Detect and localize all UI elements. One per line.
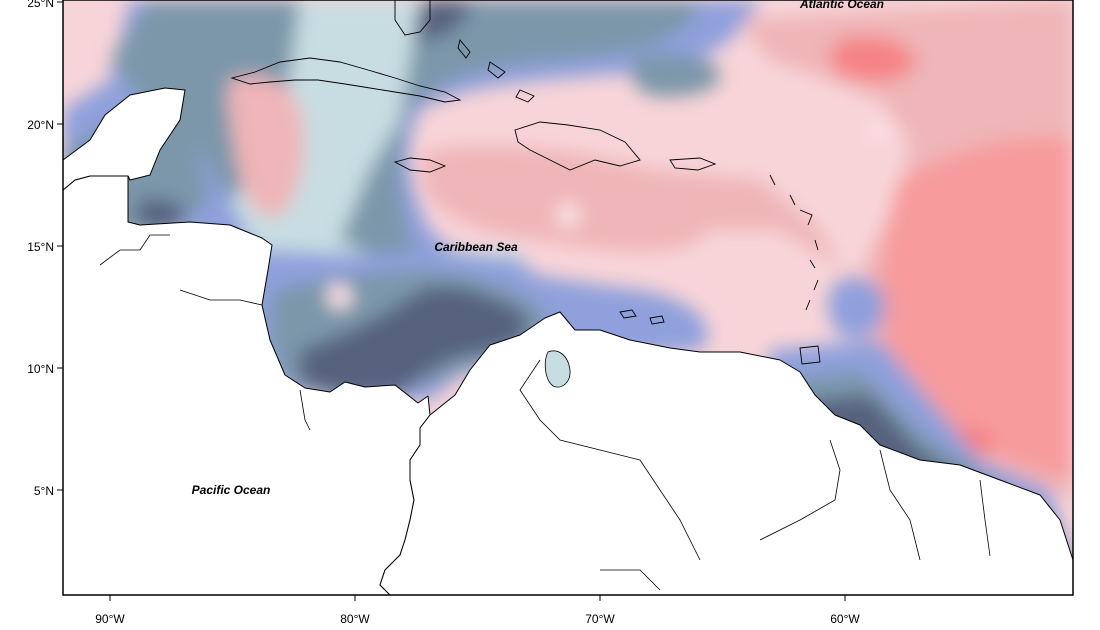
island-puerto-rico	[669, 157, 717, 171]
lon-tick-label: 80°W	[340, 612, 370, 626]
land-masses	[63, 87, 1073, 595]
land-yucatan	[63, 87, 186, 191]
lake-maracaibo	[544, 350, 571, 388]
blue-zone-antilles	[828, 277, 886, 339]
lat-tick-label: 25°N	[27, 0, 54, 10]
salmon-zone-east	[880, 137, 1073, 481]
border-colombia-ecuador	[600, 569, 661, 591]
country-borders	[99, 234, 991, 591]
latitude-axis: 25°N 20°N 15°N 10°N 5°N	[27, 0, 63, 498]
white-spot-west	[327, 283, 353, 309]
island-florida	[394, 0, 431, 36]
pink-zone-central	[425, 146, 708, 252]
white-spot-central	[556, 203, 581, 227]
border-venezuela-guyana	[759, 439, 841, 541]
blue-zone-yucatan-dark	[135, 198, 186, 229]
border-costarica-panama	[299, 389, 311, 431]
caribbean-islands	[230, 0, 821, 365]
island-trinidad	[799, 345, 821, 365]
label-pacific-ocean: Pacific Ocean	[192, 483, 271, 497]
pink-zone-west	[227, 76, 304, 217]
lat-tick-label: 10°N	[27, 362, 54, 376]
island-jamaica	[393, 157, 447, 173]
island-antilles-chain	[769, 174, 819, 311]
lat-tick-label: 20°N	[27, 118, 54, 132]
island-cuba	[230, 57, 462, 103]
label-atlantic-ocean: Atlantic Ocean	[799, 0, 884, 11]
label-caribbean-sea: Caribbean Sea	[434, 240, 518, 254]
deep-salmon-north	[829, 36, 915, 81]
border-honduras-nicaragua	[179, 289, 263, 306]
lat-tick-label: 15°N	[27, 240, 54, 254]
island-bahamas-1	[457, 39, 471, 59]
island-bahamas-2	[487, 61, 506, 79]
plot-frame	[62, 0, 1074, 596]
white-spot-north	[868, 122, 891, 138]
border-guyana-suriname	[879, 449, 921, 561]
anomaly-field	[63, 0, 1073, 595]
lon-tick-label: 60°W	[830, 612, 860, 626]
longitude-axis: 90°W 80°W 70°W 60°W	[95, 595, 860, 626]
island-hispaniola	[514, 121, 641, 171]
border-mexico-guatemala	[99, 234, 170, 266]
blue-zone-bahamas	[631, 53, 720, 97]
border-suriname-guiana	[979, 479, 991, 557]
border-colombia-venezuela	[519, 359, 701, 561]
lon-tick-label: 70°W	[585, 612, 615, 626]
island-bahamas-3	[515, 89, 535, 103]
lat-tick-label: 5°N	[34, 484, 54, 498]
blue-zone-sw-dark	[300, 286, 528, 397]
lon-tick-label: 90°W	[95, 612, 125, 626]
island-netherlands-antilles	[619, 309, 665, 325]
cyan-zone-central	[230, 0, 540, 310]
